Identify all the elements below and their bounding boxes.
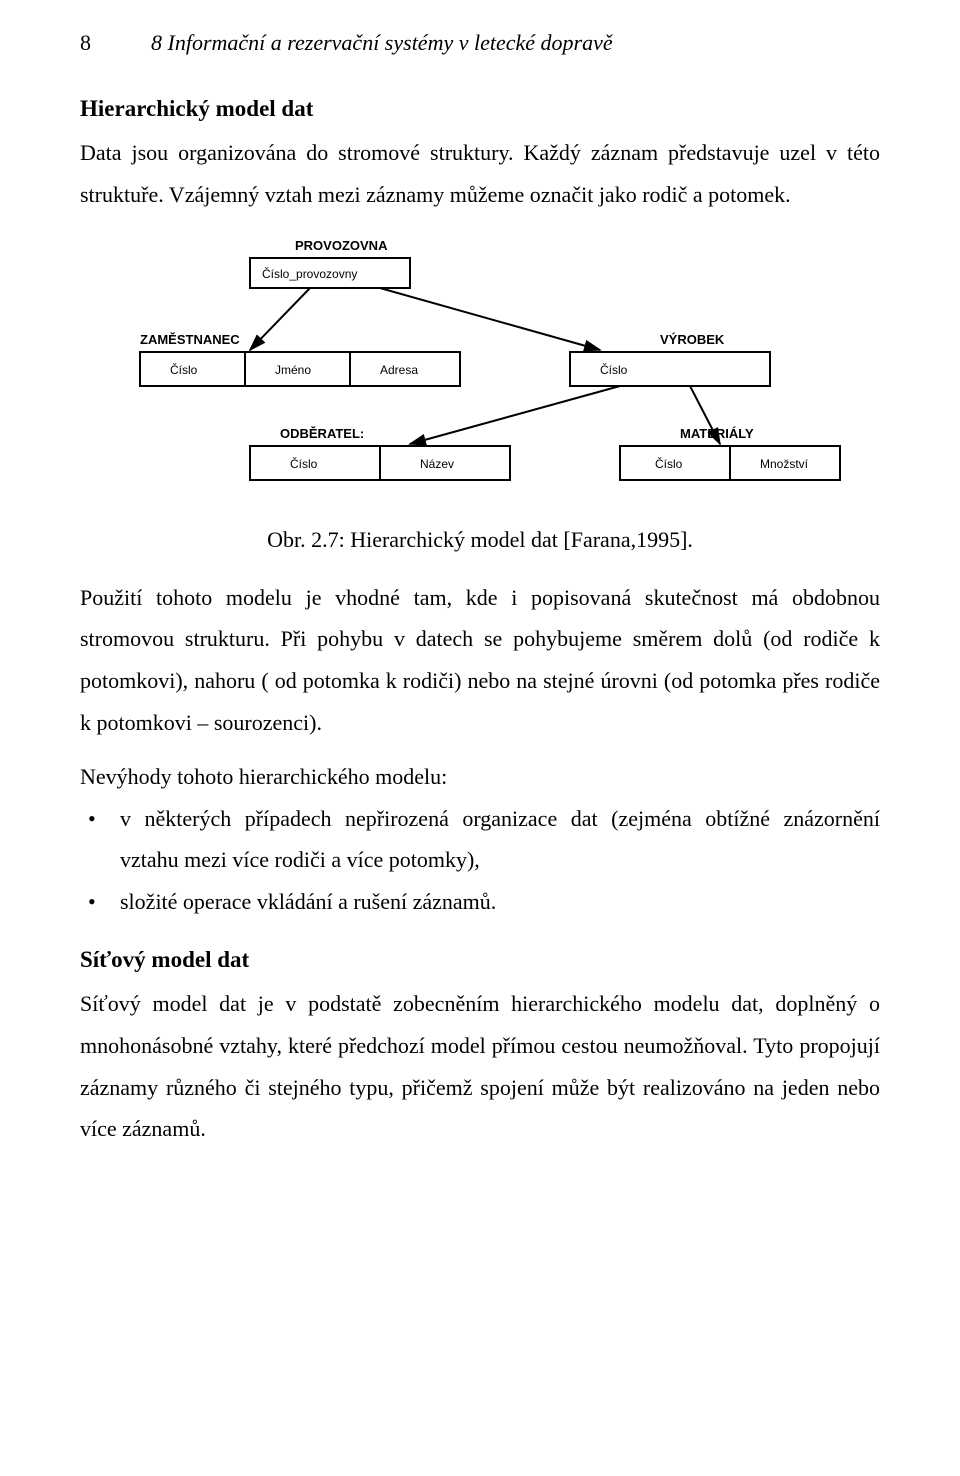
odberatel-f1: Číslo <box>290 456 318 471</box>
section-heading-hierarchical: Hierarchický model dat <box>80 96 880 122</box>
diagram-svg: PROVOZOVNA Číslo_provozovny ZAMĚSTNANEC … <box>80 232 860 512</box>
materialy-f2: Množství <box>760 457 809 471</box>
paragraph-2: Použití tohoto modelu je vhodné tam, kde… <box>80 577 880 744</box>
paragraph-network: Síťový model dat je v podstatě zobecnění… <box>80 983 880 1150</box>
figure-hierarchical-model: PROVOZOVNA Číslo_provozovny ZAMĚSTNANEC … <box>80 232 880 517</box>
provozovna-field: Číslo_provozovny <box>262 266 357 281</box>
vyrobek-f1: Číslo <box>600 362 628 377</box>
zamestnanec-f1: Číslo <box>170 362 198 377</box>
disadvantages-list: v některých případech nepřirozená organi… <box>80 798 880 923</box>
paragraph-3-lead: Nevýhody tohoto hierarchického modelu: <box>80 756 880 798</box>
odberatel-label: ODBĚRATEL: <box>280 426 364 441</box>
materialy-f1: Číslo <box>655 456 683 471</box>
list-item: složité operace vkládání a rušení záznam… <box>80 881 880 923</box>
edge-provozovna-vyrobek <box>380 288 600 350</box>
list-item: v některých případech nepřirozená organi… <box>80 798 880 882</box>
vyrobek-label: VÝROBEK <box>660 332 725 347</box>
edge-vyrobek-odberatel <box>410 386 620 444</box>
zamestnanec-f3: Adresa <box>380 363 418 377</box>
paragraph-1: Data jsou organizována do stromové struk… <box>80 132 880 216</box>
materialy-label: MATERIÁLY <box>680 426 754 441</box>
section-heading-network: Síťový model dat <box>80 947 880 973</box>
zamestnanec-f2: Jméno <box>275 363 311 377</box>
running-header-text: 8 Informační a rezervační systémy v lete… <box>151 30 613 56</box>
running-header: 8 8 Informační a rezervační systémy v le… <box>80 30 880 56</box>
edge-provozovna-zamestnanec <box>250 288 310 350</box>
figure-caption: Obr. 2.7: Hierarchický model dat [Farana… <box>80 527 880 553</box>
page-number: 8 <box>80 30 91 56</box>
provozovna-label: PROVOZOVNA <box>295 238 388 253</box>
zamestnanec-label: ZAMĚSTNANEC <box>140 332 240 347</box>
odberatel-f2: Název <box>420 457 454 471</box>
